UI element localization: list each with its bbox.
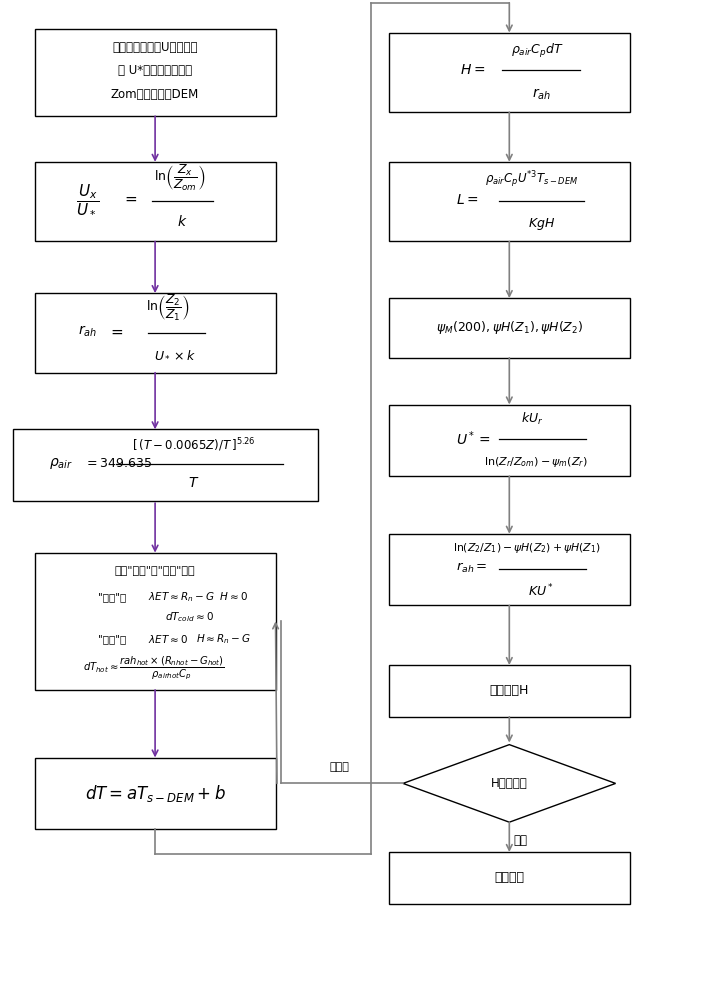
Text: 输入参数：风速U、摩擦风: 输入参数：风速U、摩擦风 [112, 41, 198, 54]
Text: $k$: $k$ [177, 214, 187, 229]
Text: $=$: $=$ [108, 323, 124, 338]
Text: 选取"冷点"和"热点"像元: 选取"冷点"和"热点"像元 [115, 565, 196, 575]
Text: "冷点"：: "冷点"： [99, 592, 126, 602]
Text: $\ln\!\left(\dfrac{Z_2}{Z_1}\right)$: $\ln\!\left(\dfrac{Z_2}{Z_1}\right)$ [146, 293, 189, 323]
Text: $L=$: $L=$ [456, 193, 479, 207]
FancyBboxPatch shape [389, 298, 630, 358]
Text: $\rho_{air}$: $\rho_{air}$ [49, 456, 73, 471]
FancyBboxPatch shape [389, 534, 630, 605]
Text: $U^*=$: $U^*=$ [456, 429, 491, 448]
Text: $U_* \times k$: $U_* \times k$ [154, 348, 196, 361]
Text: Zom、高程数据DEM: Zom、高程数据DEM [111, 88, 199, 101]
Text: $kU_r$: $kU_r$ [521, 410, 543, 427]
Text: $\lambda ET \approx 0$: $\lambda ET \approx 0$ [148, 633, 188, 645]
Text: "热点"：: "热点"： [99, 634, 126, 644]
Text: H是否稳定: H是否稳定 [491, 777, 528, 790]
Text: $dT = aT_{s-DEM} + b$: $dT = aT_{s-DEM} + b$ [85, 783, 226, 804]
FancyBboxPatch shape [35, 29, 276, 116]
FancyBboxPatch shape [35, 758, 276, 829]
Text: $r_{ah}$: $r_{ah}$ [532, 87, 550, 102]
Text: $KU^*$: $KU^*$ [528, 583, 554, 600]
Text: $KgH$: $KgH$ [528, 216, 555, 232]
Text: $dT_{cold} \approx 0$: $dT_{cold} \approx 0$ [165, 610, 213, 624]
Text: $r_{ah}=$: $r_{ah}=$ [456, 561, 488, 575]
Text: 稳定: 稳定 [513, 834, 527, 847]
FancyBboxPatch shape [389, 665, 630, 717]
Text: $r_{ah}$: $r_{ah}$ [79, 323, 97, 339]
Text: 速 U*、动力学粗糙度: 速 U*、动力学粗糙度 [118, 64, 192, 77]
Text: $\rho_{air}C_pU^{*3}T_{s-DEM}$: $\rho_{air}C_pU^{*3}T_{s-DEM}$ [486, 169, 578, 190]
Text: $\rho_{air}C_p dT$: $\rho_{air}C_p dT$ [511, 42, 564, 60]
FancyBboxPatch shape [35, 293, 276, 373]
FancyBboxPatch shape [389, 162, 630, 241]
Text: $H \approx R_n - G$: $H \approx R_n - G$ [196, 632, 251, 646]
Text: 结束循环: 结束循环 [494, 871, 524, 884]
Polygon shape [403, 745, 615, 822]
Text: $= 349.635$: $= 349.635$ [84, 457, 152, 470]
FancyBboxPatch shape [389, 405, 630, 476]
Text: 不稳定: 不稳定 [329, 763, 349, 773]
FancyBboxPatch shape [35, 553, 276, 690]
FancyBboxPatch shape [389, 33, 630, 112]
Text: $\lambda ET \approx R_n - G$  $H \approx 0$: $\lambda ET \approx R_n - G$ $H \approx … [148, 591, 248, 604]
FancyBboxPatch shape [389, 852, 630, 904]
Text: $\left[\,(T - 0.0065Z)/T\,\right]^{5.26}$: $\left[\,(T - 0.0065Z)/T\,\right]^{5.26}… [132, 437, 256, 454]
Text: $\ln(Z_r/Z_{om})-\psi_m(Z_r)$: $\ln(Z_r/Z_{om})-\psi_m(Z_r)$ [484, 455, 588, 469]
Text: $T$: $T$ [188, 476, 200, 490]
Text: $\ln\!\left(\dfrac{Z_x}{Z_{om}}\right)$: $\ln\!\left(\dfrac{Z_x}{Z_{om}}\right)$ [154, 163, 206, 193]
Text: $\psi_M(200),\psi H(Z_1),\psi H(Z_2)$: $\psi_M(200),\psi H(Z_1),\psi H(Z_2)$ [436, 319, 583, 336]
FancyBboxPatch shape [35, 162, 276, 241]
Text: $dT_{hot} \approx \dfrac{rah_{hot}\times(R_{nhot}-G_{hot})}{\rho_{airhot}C_p}$: $dT_{hot} \approx \dfrac{rah_{hot}\times… [83, 654, 225, 682]
Text: $\ln(Z_2/Z_1)-\psi H(Z_2)+\psi H(Z_1)$: $\ln(Z_2/Z_1)-\psi H(Z_2)+\psi H(Z_1)$ [453, 541, 601, 555]
Text: 潜热通量H: 潜热通量H [490, 684, 529, 697]
Text: $H=$: $H=$ [460, 63, 485, 77]
Text: $\dfrac{U_x}{U_*}$: $\dfrac{U_x}{U_*}$ [76, 182, 99, 215]
Text: $=$: $=$ [122, 191, 139, 206]
FancyBboxPatch shape [14, 429, 318, 501]
